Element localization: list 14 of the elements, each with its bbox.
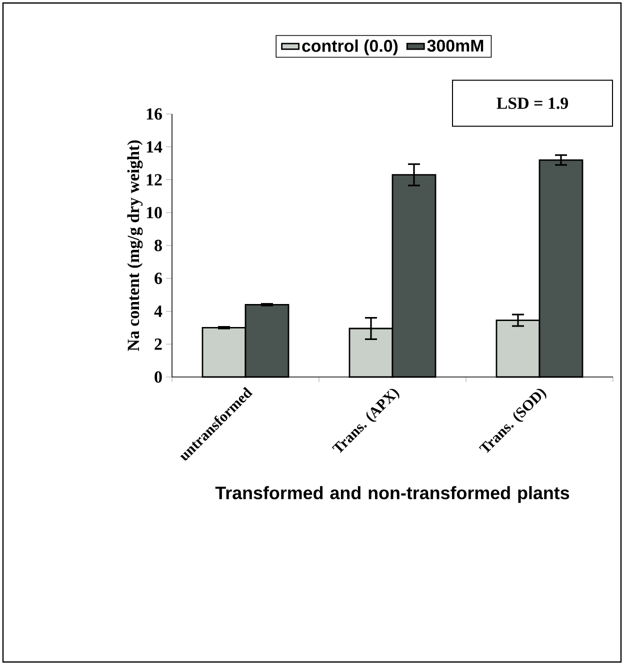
y-tick-label: 6 xyxy=(154,272,162,284)
y-tick-label: 16 xyxy=(146,108,162,120)
y-tick-label: 14 xyxy=(146,141,162,152)
y-axis-title: Na content (mg/g dry weight) xyxy=(127,140,143,352)
y-tick-label: 4 xyxy=(154,306,162,317)
text: LSD = 1.9 xyxy=(496,98,568,110)
y-tick-label: 10 xyxy=(146,206,162,218)
y-tick-label: 12 xyxy=(146,174,162,186)
y-tick-label: 2 xyxy=(154,338,162,350)
y-tick-label: 8 xyxy=(154,240,162,252)
x-axis-title: Transformed and non-transformed plants xyxy=(215,486,570,503)
y-tick-label: 0 xyxy=(154,371,162,383)
legend-label: control (0.0) xyxy=(302,39,398,56)
legend-label: 300mM xyxy=(427,40,484,52)
